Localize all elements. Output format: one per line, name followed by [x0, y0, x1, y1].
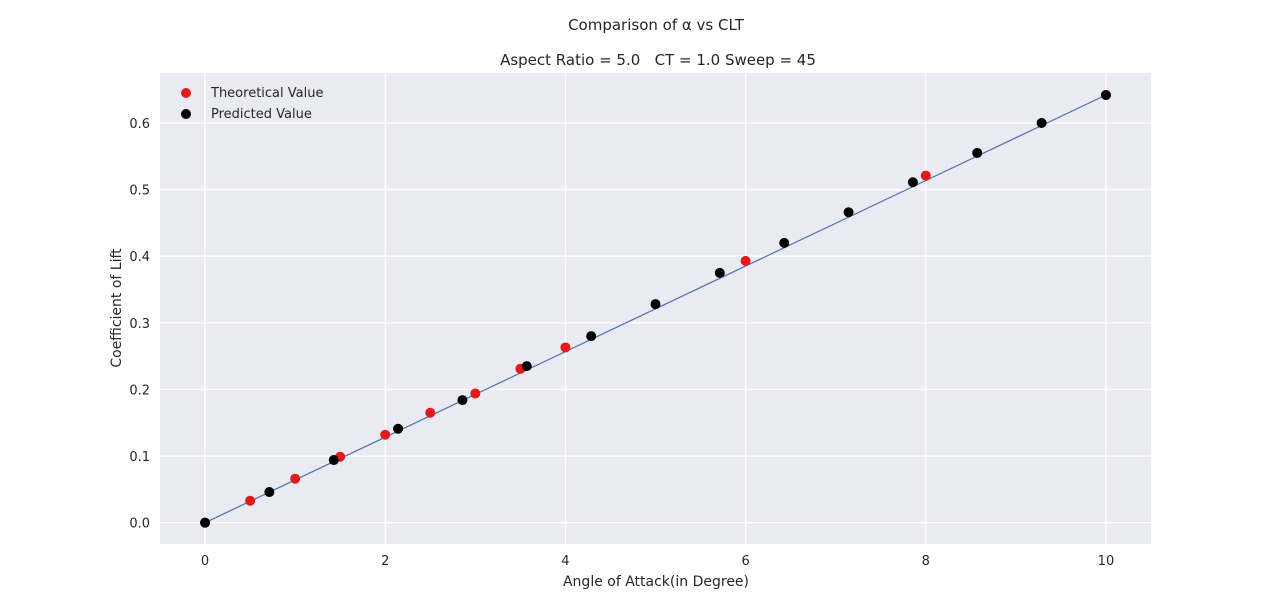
predicted-point	[714, 267, 725, 278]
y-tick-label: 0.4	[129, 250, 150, 265]
theoretical-point	[560, 342, 571, 353]
grid-lines	[160, 73, 1151, 544]
y-tick-label: 0.1	[129, 450, 150, 465]
legend-label-predicted: Predicted Value	[211, 107, 312, 122]
y-tick-label: 0.6	[129, 117, 150, 132]
predicted-point	[1036, 117, 1047, 128]
x-tick-label: 2	[381, 554, 389, 569]
legend-marker-theoretical	[181, 88, 191, 98]
y-tick-label: 0.2	[129, 383, 150, 398]
x-tick-label: 6	[741, 554, 749, 569]
tick-labels: 0 2 4 6 8 10 0.0 0.1 0.2 0.3 0.4 0.5 0.6	[129, 117, 1114, 569]
theoretical-point	[425, 407, 436, 418]
chart-subtitle: Aspect Ratio = 5.0 CT = 1.0 Sweep = 45	[500, 51, 816, 69]
predicted-point	[1100, 89, 1111, 100]
x-tick-label: 8	[922, 554, 930, 569]
theoretical-point	[380, 429, 391, 440]
theoretical-point	[920, 170, 931, 181]
legend-label-theoretical: Theoretical Value	[210, 86, 323, 101]
predicted-point	[393, 423, 404, 434]
predicted-point	[843, 207, 854, 218]
legend-marker-predicted	[181, 109, 191, 119]
x-tick-label: 4	[561, 554, 569, 569]
predicted-point	[264, 487, 275, 498]
theoretical-point	[470, 388, 481, 399]
predicted-point	[650, 299, 661, 310]
x-tick-label: 0	[201, 554, 209, 569]
x-axis-label: Angle of Attack(in Degree)	[563, 574, 749, 590]
y-axis-label: Coefficient of Lift	[109, 248, 125, 368]
predicted-point	[907, 177, 918, 188]
predicted-point	[457, 395, 468, 406]
predicted-point	[200, 517, 211, 528]
theoretical-point	[290, 473, 301, 484]
y-tick-label: 0.5	[129, 184, 150, 199]
predicted-point	[586, 331, 597, 342]
predicted-point	[328, 455, 339, 466]
data-points	[200, 89, 1111, 528]
theoretical-point	[740, 255, 751, 266]
chart-title: Comparison of α vs CLT	[568, 16, 745, 34]
theoretical-point	[245, 495, 256, 506]
predicted-point	[521, 361, 532, 372]
x-tick-label: 10	[1098, 554, 1115, 569]
y-tick-label: 0.0	[129, 517, 150, 532]
y-tick-label: 0.3	[129, 317, 150, 332]
predicted-point	[779, 237, 790, 248]
legend: Theoretical Value Predicted Value	[181, 86, 323, 122]
predicted-point	[972, 147, 983, 158]
